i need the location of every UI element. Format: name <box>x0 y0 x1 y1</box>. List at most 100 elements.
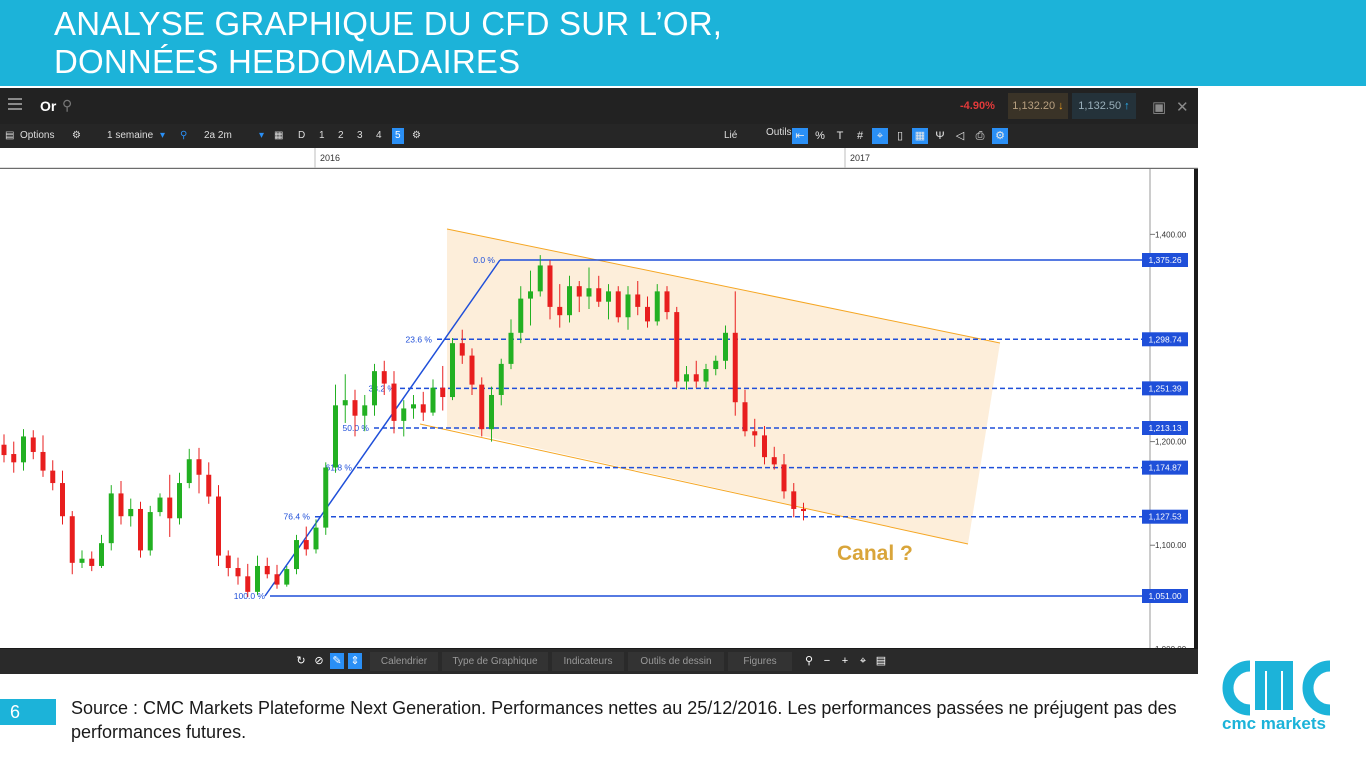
period-1[interactable]: 1 <box>319 130 325 141</box>
candle-tool-icon[interactable]: ▯ <box>896 130 904 142</box>
popout-icon[interactable]: ▣ <box>1152 99 1167 116</box>
candle-body <box>693 374 699 382</box>
candle-body <box>60 483 65 517</box>
logo-m <box>1255 661 1293 710</box>
slide-title-line1: ANALYSE GRAPHIQUE DU CFD SUR L’OR, <box>54 5 723 42</box>
candle-body <box>567 286 572 316</box>
price-axis-tick-label: 1,400.00 <box>1155 230 1187 239</box>
tab-type-de-graphique[interactable]: Type de Graphique <box>442 652 548 671</box>
right-border <box>1194 169 1198 648</box>
candle-body <box>459 343 465 356</box>
candle-body <box>732 332 738 403</box>
tab-calendrier[interactable]: Calendrier <box>370 652 438 671</box>
zoom-in-icon[interactable]: + <box>841 655 849 667</box>
period-3[interactable]: 3 <box>357 130 363 141</box>
buy-price-button[interactable]: 1,132.50 ↑ <box>1072 93 1136 119</box>
percent-tool-icon[interactable]: % <box>815 130 825 142</box>
period-2[interactable]: 2 <box>338 130 344 141</box>
cursor-tool-icon[interactable]: ⇤ <box>792 128 808 144</box>
grid-tool-icon[interactable]: # <box>856 130 864 142</box>
fib-level-label: 76.4 % <box>284 512 311 522</box>
period-4[interactable]: 4 <box>376 130 382 141</box>
tab-figures[interactable]: Figures <box>728 652 792 671</box>
candle-body <box>635 294 641 307</box>
no-entry-icon[interactable]: ⊘ <box>314 655 324 667</box>
layers-tool-icon[interactable]: ▦ <box>912 128 928 144</box>
channel-lower-line <box>419 423 969 545</box>
close-icon[interactable]: ✕ <box>1176 99 1189 116</box>
pencil-icon[interactable]: ✎ <box>330 653 344 669</box>
toolbar-settings-icon[interactable]: ⚙ <box>412 130 421 141</box>
eraser-tool-icon[interactable]: ◁ <box>955 130 965 142</box>
refresh-icon[interactable]: ↻ <box>296 655 306 667</box>
fork-tool-icon[interactable]: Ψ <box>935 130 945 142</box>
tab-indicateurs[interactable]: Indicateurs <box>552 652 624 671</box>
search-icon[interactable]: ⚲ <box>62 97 73 113</box>
range-select[interactable]: 2a 2m <box>204 130 232 141</box>
candle-body <box>586 288 592 297</box>
candle-body <box>742 402 748 432</box>
calendar-icon[interactable]: ▦ <box>274 130 284 141</box>
options-icon[interactable]: ▤ <box>5 130 15 141</box>
candle-body <box>294 540 299 570</box>
candle-body <box>528 291 533 299</box>
slide-title-line2: DONNÉES HEBDOMADAIRES <box>54 43 521 80</box>
year-label-2017: 2017 <box>850 153 870 163</box>
slide-header: ANALYSE GRAPHIQUE DU CFD SUR L’OR, DONNÉ… <box>0 0 1366 86</box>
candle-body <box>186 459 192 484</box>
fib-price-tag <box>1142 253 1188 267</box>
candle-body <box>606 291 611 302</box>
gold-weekly-chart[interactable]: 2016 2017 1,400.00 1,200.00 1,100.00 1,000.00… <box>0 148 1198 648</box>
settings-gear-icon[interactable]: ⚙ <box>72 130 81 141</box>
ruler-icon[interactable]: ▤ <box>875 655 887 667</box>
buy-price: 1,132.50 <box>1078 100 1122 112</box>
candle-body <box>284 569 290 585</box>
trading-platform-window: Or ⚲ -4.90% 1,132.20 ↓ 1,132.50 ↑ ▣ ✕ ▤ … <box>0 88 1198 674</box>
candle-body <box>791 491 797 509</box>
sort-icon[interactable]: ⇕ <box>348 653 362 669</box>
candle-body <box>723 332 728 361</box>
candle-body <box>762 435 767 458</box>
hamburger-menu-icon[interactable] <box>8 98 22 112</box>
candle-body <box>664 291 670 313</box>
fib-price-tag <box>1142 589 1188 603</box>
candle-body <box>372 371 377 406</box>
candle-body <box>489 394 494 430</box>
print-tool-icon[interactable]: ⎙ <box>975 130 985 142</box>
candle-body <box>518 298 524 333</box>
candle-body <box>547 265 553 307</box>
lock-icon[interactable]: ⚲ <box>180 130 188 141</box>
period-5-active[interactable]: 5 <box>392 128 404 144</box>
fib-level-label: 0.0 % <box>473 255 495 265</box>
zoom-out-icon[interactable]: − <box>823 655 831 667</box>
candle-body <box>420 404 426 413</box>
period-d[interactable]: D <box>298 130 306 141</box>
text-tool-icon[interactable]: T <box>836 130 844 142</box>
fib-level-label: 38.2 % <box>369 383 396 393</box>
candle-body <box>79 558 85 563</box>
fib-price-tag <box>1142 381 1188 396</box>
price-change: -4.90% <box>960 100 995 112</box>
candle-body <box>391 383 397 421</box>
linked-button[interactable]: Lié <box>724 130 738 141</box>
interval-dropdown-icon[interactable]: ▾ <box>160 130 166 141</box>
candle-body <box>615 291 621 318</box>
range-dropdown-icon[interactable]: ▾ <box>259 130 265 141</box>
candle-body <box>576 286 582 297</box>
candle-body <box>255 565 260 592</box>
candle-body <box>264 565 270 575</box>
candle-body <box>401 408 407 421</box>
interval-select[interactable]: 1 semaine <box>107 130 154 141</box>
zoom-icon[interactable]: ⚲ <box>804 655 814 667</box>
magnet-tool-icon[interactable]: ⚙ <box>992 128 1008 144</box>
sell-price-button[interactable]: 1,132.20 ↓ <box>1008 93 1068 119</box>
fib-price-tag-label: 1,174.87 <box>1148 463 1181 473</box>
tools-label: Outils <box>766 127 792 138</box>
candle-body <box>333 405 338 468</box>
crosshair-icon[interactable]: ⌖ <box>859 655 867 667</box>
candle-body <box>89 558 95 566</box>
crosshair-tool-icon[interactable]: ⌖ <box>872 128 888 144</box>
options-button[interactable]: Options <box>20 130 55 141</box>
candle-body <box>781 464 787 492</box>
tab-outils-de-dessin[interactable]: Outils de dessin <box>628 652 724 671</box>
